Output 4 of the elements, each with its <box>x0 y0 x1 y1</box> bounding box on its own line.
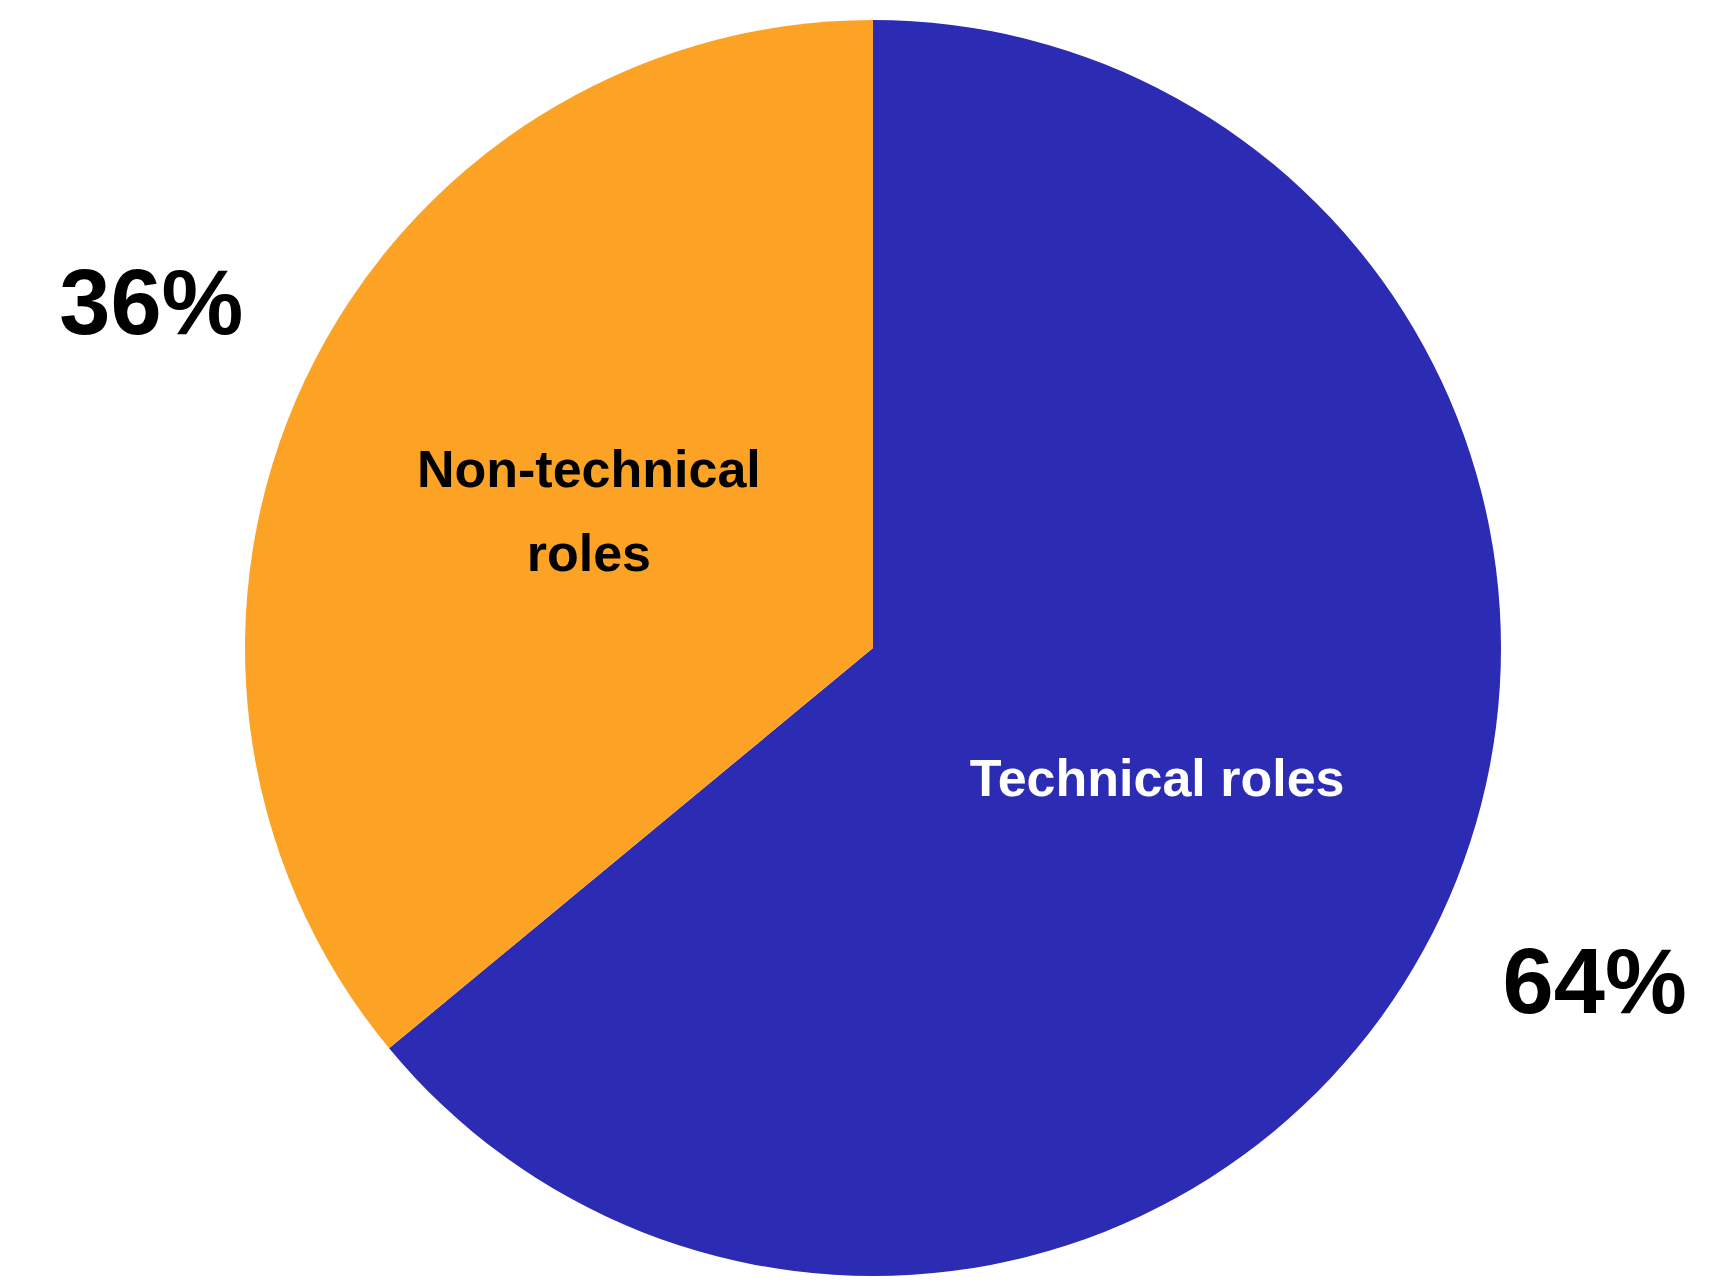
data-label: 36% <box>59 250 244 353</box>
slice-label: Non-technical roles <box>416 439 761 582</box>
slice-label: Technical roles <box>969 749 1345 808</box>
data-label: 64% <box>1502 929 1687 1032</box>
